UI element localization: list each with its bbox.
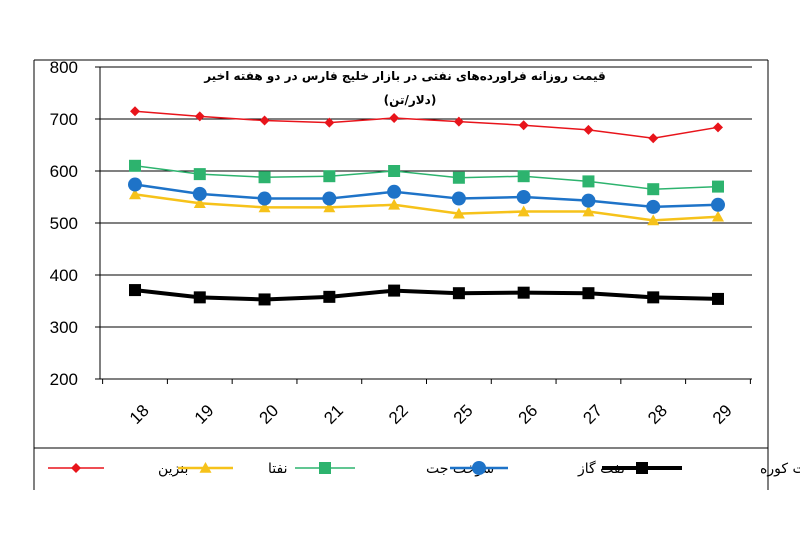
data-point: [647, 214, 660, 226]
data-point: [322, 191, 337, 206]
data-point: [128, 177, 142, 192]
data-point: [258, 201, 271, 213]
data-point: [647, 183, 660, 196]
legend-item: نفتا: [178, 461, 287, 477]
data-point: [71, 463, 81, 473]
legend-item: نفت کوره: [602, 461, 800, 477]
y-tick-labels: 200 300 400 500 600 700 800: [50, 58, 78, 389]
x-tick-label: 27: [579, 401, 606, 428]
data-point: [582, 205, 595, 217]
x-tick-label: 18: [126, 401, 153, 428]
y-tick-label: 300: [50, 318, 78, 337]
legend-label: نفتا: [268, 461, 287, 477]
data-point: [518, 120, 529, 131]
data-point: [516, 190, 531, 204]
data-point: [387, 184, 402, 199]
legend-label: بنزین: [158, 461, 188, 477]
data-point: [582, 287, 595, 300]
axes: [95, 66, 752, 384]
data-point: [647, 291, 660, 304]
series-4: [129, 284, 724, 306]
data-point: [646, 199, 661, 214]
data-point: [193, 197, 206, 209]
data-point: [323, 290, 336, 303]
x-tick-label: 29: [709, 401, 736, 428]
data-point: [389, 112, 400, 123]
data-point: [581, 193, 596, 208]
data-point: [129, 284, 141, 297]
data-point: [194, 111, 205, 122]
data-point: [130, 106, 140, 117]
data-point: [453, 116, 464, 127]
data-point: [517, 170, 530, 183]
y-tick-label: 800: [50, 58, 78, 77]
series-0: [130, 106, 723, 144]
data-point: [517, 205, 530, 217]
data-point: [258, 293, 271, 306]
series-line: [134, 288, 719, 302]
series-line: [134, 183, 719, 209]
chart-title-line-2: (دلار/تن): [384, 93, 437, 107]
legend-item: نفت گاز: [450, 460, 625, 477]
data-point: [582, 175, 595, 188]
chart-title-line-1: قیمت روزانه فراورده‌های نفتی در بازار خل…: [203, 69, 606, 84]
data-point: [388, 284, 401, 297]
data-point: [712, 292, 724, 305]
x-tick-label: 19: [191, 401, 218, 428]
x-tick-label: 28: [644, 401, 671, 428]
data-point: [388, 198, 401, 210]
data-point: [452, 171, 465, 184]
series: [128, 106, 725, 306]
series-line: [134, 193, 719, 222]
data-point: [319, 462, 331, 474]
data-point: [452, 287, 465, 300]
data-point: [193, 168, 206, 181]
data-point: [636, 462, 648, 474]
legend-label: نفت کوره: [760, 461, 800, 477]
y-tick-label: 500: [50, 214, 78, 233]
data-point: [258, 171, 271, 184]
data-point: [648, 133, 659, 144]
y-tick-label: 700: [50, 110, 78, 129]
data-point: [259, 115, 270, 126]
data-point: [712, 180, 724, 193]
data-point: [517, 286, 530, 299]
data-point: [388, 165, 401, 177]
y-tick-label: 400: [50, 266, 78, 285]
series-line: [134, 165, 719, 190]
data-point: [323, 201, 336, 213]
data-point: [711, 197, 725, 212]
series-2: [129, 159, 724, 196]
x-tick-label: 21: [320, 401, 347, 428]
legend-label: نفت گاز: [577, 460, 625, 477]
data-point: [583, 124, 594, 135]
data-point: [129, 159, 141, 172]
legend-item: بنزین: [48, 461, 188, 477]
x-tick-labels: 18 19 20 21 22 25 26 27 28 29: [126, 401, 736, 428]
x-tick-label: 25: [450, 401, 477, 428]
data-point: [323, 170, 336, 183]
x-tick-label: 20: [256, 401, 283, 428]
series-line: [134, 110, 719, 139]
data-point: [324, 117, 335, 128]
data-point: [199, 462, 212, 473]
data-point: [452, 207, 465, 219]
series-1: [129, 188, 724, 226]
data-point: [712, 210, 724, 222]
y-tick-label: 200: [50, 370, 78, 389]
x-tick-label: 22: [385, 401, 412, 428]
grid: [100, 66, 752, 328]
data-point: [193, 291, 206, 304]
series-3: [128, 177, 725, 214]
data-point: [472, 461, 486, 475]
data-point: [451, 191, 466, 206]
data-point: [192, 186, 207, 201]
x-tick-label: 26: [515, 401, 542, 428]
y-tick-label: 600: [50, 162, 78, 181]
data-point: [257, 191, 272, 206]
data-point: [129, 188, 141, 200]
data-point: [713, 122, 723, 133]
